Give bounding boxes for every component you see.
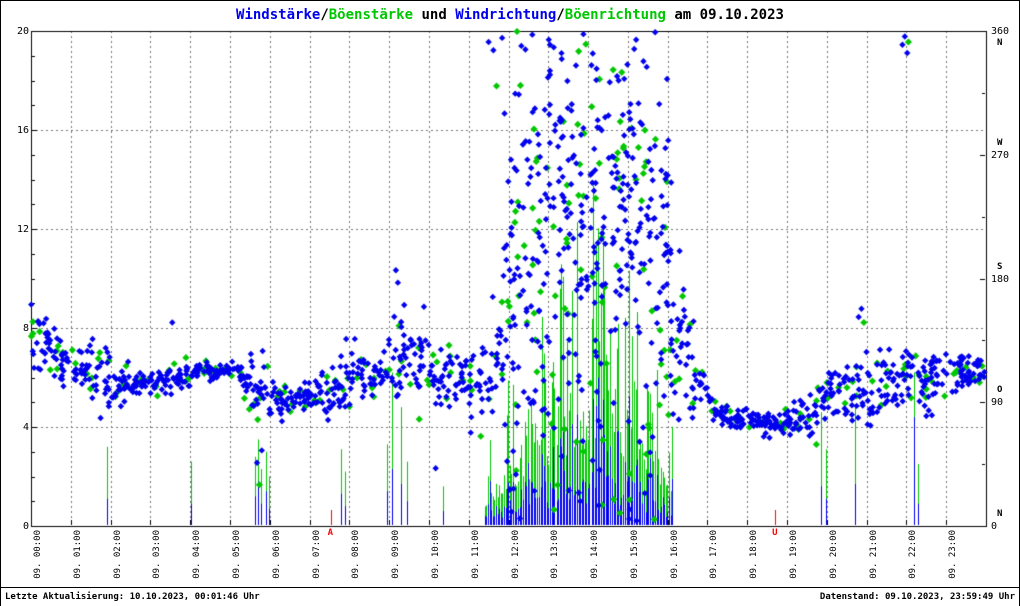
y-axis-right-direction-label: O (997, 385, 1003, 396)
x-axis-tick-label: 09. 13:00 (550, 530, 561, 579)
title-segment: Windstärke (236, 7, 321, 23)
y-axis-left-tick-label: 12 (16, 224, 29, 235)
title-segment: / (556, 7, 565, 23)
x-axis-tick-label: 09. 12:00 (510, 530, 521, 579)
title-segment: und (413, 7, 456, 23)
x-axis-tick-label: 09. 14:00 (590, 530, 601, 579)
x-axis-tick-label: 09. 04:00 (192, 530, 203, 579)
y-axis-left-tick-label: 20 (16, 26, 29, 37)
chart-title: Windstärke/Böenstärke und Windrichtung/B… (1, 7, 1019, 23)
title-segment: Windrichtung (455, 7, 557, 23)
x-axis-tick-label: 09. 23:00 (948, 530, 959, 579)
y-axis-right-tick-label: 360 (991, 26, 1010, 37)
y-axis-right-direction-label: N (997, 38, 1003, 48)
y-axis-right-tick-label: 180 (991, 273, 1010, 285)
y-axis-left-tick-label: 8 (22, 323, 29, 334)
title-segment: am 09.10.2023 (665, 7, 784, 23)
x-axis-tick-label: 09. 21:00 (868, 530, 879, 579)
y-axis-right-direction-label: N (997, 509, 1003, 519)
x-axis-tick-label: 09. 22:00 (908, 530, 919, 579)
x-axis-tick-label: 09. 07:00 (311, 530, 322, 579)
x-axis-tick-label: 09. 18:00 (749, 530, 760, 579)
y-axis-right-tick-label: 90 (991, 397, 1004, 409)
y-axis-right-tick-label: 0 (991, 521, 998, 532)
footer-data-state: Datenstand: 09.10.2023, 23:59:49 Uhr (819, 592, 1015, 602)
x-axis-tick-label: 09. 08:00 (351, 530, 362, 579)
y-axis-right-tick-label: 270 (991, 149, 1010, 161)
title-segment: Böenstärke (328, 7, 414, 23)
x-axis-tick-label: 09. 16:00 (669, 530, 680, 579)
y-axis-right-direction-label: S (997, 261, 1003, 272)
x-axis-tick-label: 09. 02:00 (112, 530, 123, 579)
sun-marker-label: A (327, 528, 334, 538)
sun-marker-label: U (772, 528, 778, 538)
x-axis-tick-label: 09. 05:00 (231, 530, 242, 579)
y-axis-left-tick-label: 4 (22, 422, 29, 433)
x-axis-tick-label: 09. 20:00 (828, 530, 839, 579)
x-axis-tick-label: 09. 10:00 (430, 530, 441, 579)
title-segment: / (320, 7, 329, 23)
y-axis-left-tick-label: 16 (16, 125, 29, 136)
title-segment: Böenrichtung (564, 7, 666, 23)
x-axis-tick-label: 09. 06:00 (271, 530, 282, 579)
y-axis-left-tick-label: 0 (22, 521, 29, 532)
x-axis-tick-label: 09. 17:00 (709, 530, 720, 579)
x-axis-tick-label: 09. 00:00 (33, 530, 43, 579)
footer-last-update: Letzte Aktualisierung: 10.10.2023, 00:01… (5, 592, 260, 602)
x-axis-tick-label: 09. 03:00 (152, 530, 163, 579)
x-axis-tick-label: 09. 09:00 (391, 530, 402, 579)
x-axis-tick-label: 09. 19:00 (789, 530, 800, 579)
x-axis-tick-label: 09. 15:00 (629, 530, 640, 579)
x-axis-tick-label: 09. 11:00 (470, 530, 481, 579)
x-axis-tick-label: 09. 01:00 (72, 530, 83, 579)
y-axis-right-direction-label: W (997, 137, 1003, 148)
footer-bar: Letzte Aktualisierung: 10.10.2023, 00:01… (1, 587, 1019, 606)
plot-canvas (1, 1, 1020, 586)
